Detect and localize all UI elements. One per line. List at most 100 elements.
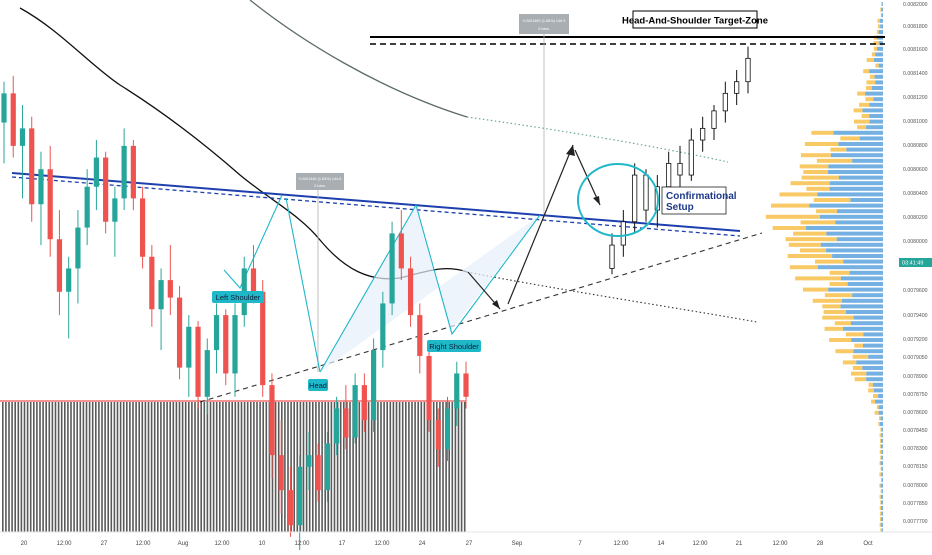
volume-bar	[76, 402, 78, 532]
volume-profile-sell-bar	[787, 254, 833, 258]
candle-body	[29, 128, 35, 205]
volume-profile-sell-bar	[789, 265, 818, 270]
volume-profile-buy-bar	[881, 455, 883, 460]
candle-body	[269, 385, 275, 456]
time-tick-label: 17	[339, 541, 346, 547]
volume-bar	[355, 402, 357, 532]
volume-profile-sell-bar	[799, 164, 829, 169]
volume-profile-sell-bar	[779, 192, 818, 197]
volume-bar	[70, 402, 72, 532]
volume-profile-sell-bar	[871, 52, 876, 57]
volume-profile-sell-bar	[880, 466, 882, 471]
target-zone-label: Head-And-Shoulder Target-Zone	[622, 16, 768, 27]
right-shoulder-lines	[415, 204, 541, 336]
volume-profile-buy-bar	[809, 203, 883, 208]
volume-bar	[290, 402, 292, 532]
volume-profile-sell-bar	[880, 489, 882, 494]
ma-fast-projection	[466, 271, 758, 323]
candle-body	[75, 227, 81, 269]
candle-body	[84, 186, 90, 228]
volume-profile-buy-bar	[820, 214, 883, 219]
volume-profile-sell-bar	[801, 175, 839, 180]
volume-bar	[157, 402, 159, 532]
volume-bar	[169, 402, 171, 532]
candle-body	[38, 169, 44, 205]
volume-bar	[389, 402, 392, 532]
volume-bar	[116, 402, 119, 532]
volume-bar	[98, 402, 100, 532]
volume-bar	[442, 402, 444, 532]
price-tick-label: 0.0077850	[903, 501, 928, 507]
volume-profile-buy-bar	[873, 97, 883, 102]
volume-profile-buy-bar	[866, 371, 883, 376]
measure-box-1-bars: 0 bars,	[314, 184, 326, 188]
volume-profile-buy-bar	[882, 2, 883, 6]
candle-body	[93, 157, 99, 187]
volume-profile-sell-bar	[790, 181, 830, 186]
candle-body	[158, 280, 164, 310]
time-tick-label: Aug	[178, 541, 189, 547]
volume-profile-buy-bar	[835, 220, 883, 225]
volume-profile-buy-bar	[880, 517, 883, 522]
volume-profile-buy-bar	[830, 153, 883, 158]
volume-profile-sell-bar	[869, 74, 875, 79]
candle-body	[371, 350, 377, 421]
candle-body	[47, 169, 53, 240]
volume-profile-buy-bar	[850, 198, 883, 202]
volume-bar	[48, 402, 51, 532]
volume-profile-sell-bar	[866, 86, 872, 90]
volume-bar	[259, 402, 261, 532]
price-tick-label: 0.0081600	[903, 47, 928, 53]
volume-profile-buy-bar	[845, 310, 883, 314]
volume-profile-buy-bar	[846, 147, 883, 152]
volume-bar	[302, 402, 305, 532]
candle-body	[19, 128, 26, 146]
volume-profile-sell-bar	[871, 399, 876, 404]
volume-bar	[82, 402, 85, 532]
volume-bar	[88, 402, 91, 532]
volume-profile-buy-bar	[866, 125, 883, 130]
confirmational-label-line2: Setup	[666, 202, 694, 213]
volume-bar	[274, 402, 277, 532]
volume-profile-buy-bar	[865, 91, 883, 96]
volume-profile-buy-bar	[879, 422, 883, 426]
volume-bar	[411, 402, 413, 532]
time-tick-label: 10	[259, 541, 266, 547]
volume-bar	[67, 402, 69, 532]
volume-bar	[138, 402, 140, 532]
volume-profile-buy-bar	[880, 483, 883, 488]
time-tick-label: 24	[419, 541, 426, 547]
volume-profile-sell-bar	[875, 63, 879, 68]
volume-bar	[343, 402, 345, 532]
volume-profile-sell-bar	[880, 427, 882, 432]
forecast-candle-body	[734, 81, 740, 94]
volume-profile-sell-bar	[865, 97, 874, 102]
time-tick-label: Oct	[863, 541, 873, 547]
volume-bar	[398, 402, 401, 532]
volume-bar	[36, 402, 38, 532]
volume-bar	[101, 402, 103, 532]
volume-profile-buy-bar	[862, 108, 883, 113]
volume-profile-sell-bar	[863, 69, 870, 74]
head-up-line	[319, 204, 417, 373]
confirmational-label-line1: Confirmational	[666, 191, 737, 202]
time-tick-label: 12:00	[613, 541, 629, 547]
price-tick-label: 0.0078600	[903, 410, 928, 416]
volume-profile-buy-bar	[862, 366, 883, 370]
volume-profile-buy-bar	[869, 69, 883, 74]
volume-profile-sell-bar	[873, 394, 879, 398]
forecast-candle-body	[677, 162, 683, 176]
volume-profile-buy-bar	[851, 338, 883, 342]
volume-bar	[243, 402, 246, 532]
candle-body	[389, 233, 395, 304]
volume-profile-buy-bar	[829, 186, 883, 191]
time-tick-label: 12:00	[135, 541, 151, 547]
price-tick-label: 0.0078900	[903, 374, 928, 380]
candle-body	[435, 420, 441, 450]
volume-profile-buy-bar	[878, 30, 883, 34]
time-tick-label: 12:00	[374, 541, 390, 547]
price-tick-label: 0.0078450	[903, 428, 928, 434]
volume-profile-buy-bar	[806, 226, 883, 230]
volume-bar	[5, 402, 7, 532]
left-shoulder-label-box	[212, 291, 264, 303]
